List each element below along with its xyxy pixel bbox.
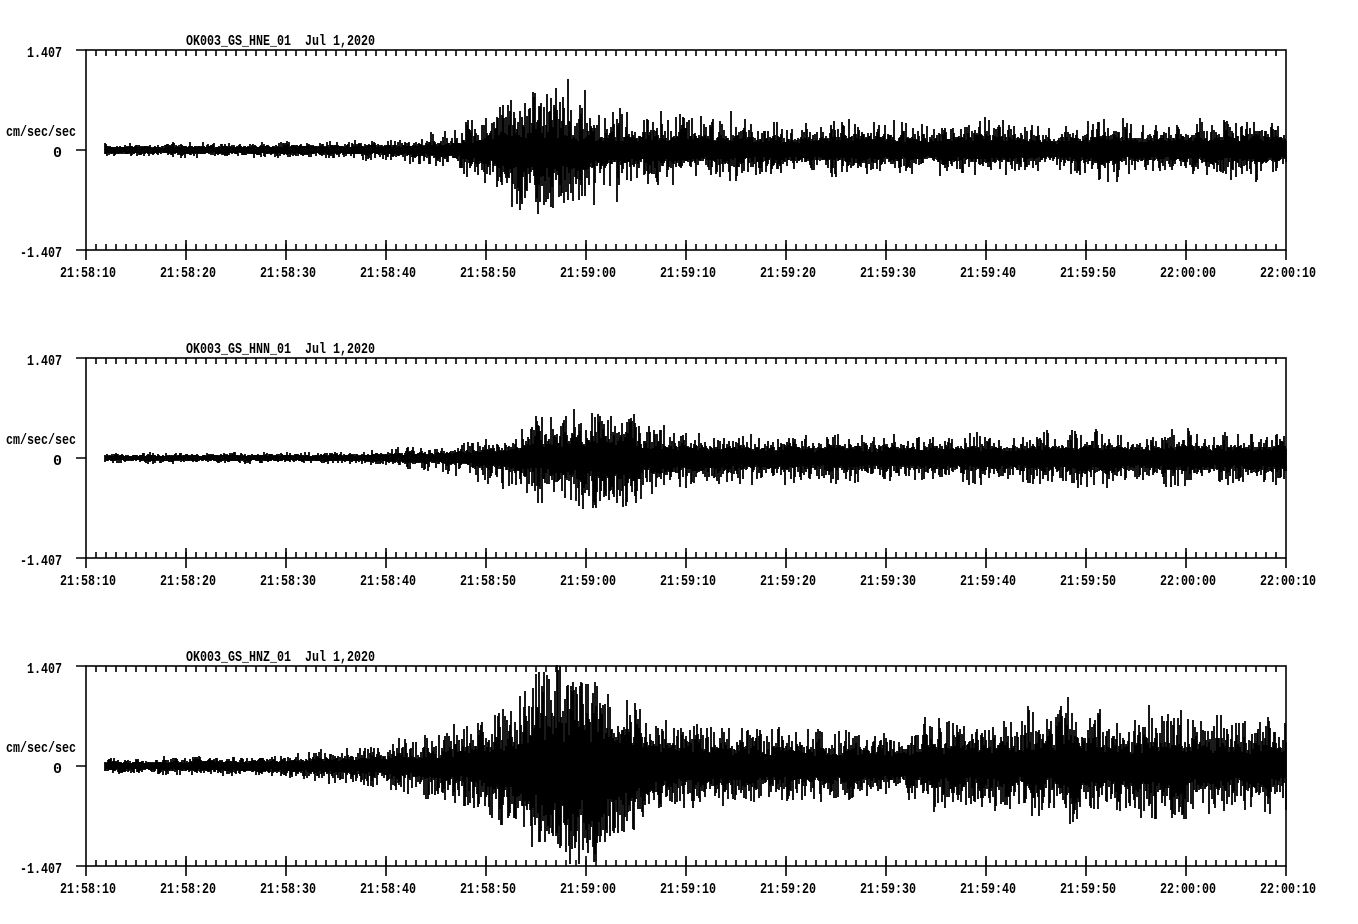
svg-text:cm/sec/sec: cm/sec/sec	[6, 432, 76, 449]
svg-text:21:58:30: 21:58:30	[260, 573, 316, 590]
svg-text:22:00:00: 22:00:00	[1160, 265, 1216, 282]
svg-text:22:00:10: 22:00:10	[1260, 265, 1316, 282]
svg-text:22:00:00: 22:00:00	[1160, 881, 1216, 898]
svg-text:OK003_GS_HNZ_01: OK003_GS_HNZ_01	[186, 649, 291, 666]
svg-text:21:58:40: 21:58:40	[360, 573, 416, 590]
svg-text:21:58:40: 21:58:40	[360, 265, 416, 282]
svg-text:Jul 1,2020: Jul 1,2020	[305, 341, 375, 358]
svg-text:-1.407: -1.407	[20, 245, 62, 262]
svg-text:21:59:00: 21:59:00	[560, 573, 616, 590]
svg-text:-1.407: -1.407	[20, 861, 62, 878]
svg-text:cm/sec/sec: cm/sec/sec	[6, 124, 76, 141]
svg-text:21:59:40: 21:59:40	[960, 265, 1016, 282]
svg-text:Jul 1,2020: Jul 1,2020	[305, 649, 375, 666]
svg-text:1.407: 1.407	[27, 661, 62, 678]
svg-text:21:58:10: 21:58:10	[60, 573, 116, 590]
svg-text:21:59:20: 21:59:20	[760, 573, 816, 590]
svg-text:21:58:50: 21:58:50	[460, 265, 516, 282]
svg-text:cm/sec/sec: cm/sec/sec	[6, 740, 76, 757]
svg-text:0: 0	[53, 145, 62, 162]
svg-text:21:58:20: 21:58:20	[160, 881, 216, 898]
svg-text:21:59:40: 21:59:40	[960, 573, 1016, 590]
svg-text:1.407: 1.407	[27, 353, 62, 370]
svg-text:OK003_GS_HNE_01: OK003_GS_HNE_01	[186, 33, 291, 50]
svg-text:21:59:00: 21:59:00	[560, 265, 616, 282]
svg-text:21:59:20: 21:59:20	[760, 881, 816, 898]
svg-text:22:00:10: 22:00:10	[1260, 573, 1316, 590]
svg-text:21:59:10: 21:59:10	[660, 265, 716, 282]
svg-text:21:59:10: 21:59:10	[660, 881, 716, 898]
svg-text:0: 0	[53, 453, 62, 470]
svg-text:21:58:50: 21:58:50	[460, 573, 516, 590]
svg-text:21:59:00: 21:59:00	[560, 881, 616, 898]
svg-text:21:59:30: 21:59:30	[860, 573, 916, 590]
svg-text:21:58:30: 21:58:30	[260, 265, 316, 282]
svg-text:21:58:20: 21:58:20	[160, 265, 216, 282]
svg-text:21:59:50: 21:59:50	[1060, 573, 1116, 590]
svg-text:21:58:10: 21:58:10	[60, 881, 116, 898]
svg-text:21:59:30: 21:59:30	[860, 881, 916, 898]
svg-text:21:59:20: 21:59:20	[760, 265, 816, 282]
svg-text:22:00:10: 22:00:10	[1260, 881, 1316, 898]
svg-text:21:58:40: 21:58:40	[360, 881, 416, 898]
svg-text:22:00:00: 22:00:00	[1160, 573, 1216, 590]
svg-text:-1.407: -1.407	[20, 553, 62, 570]
svg-text:21:58:30: 21:58:30	[260, 881, 316, 898]
svg-text:21:59:40: 21:59:40	[960, 881, 1016, 898]
svg-text:21:59:50: 21:59:50	[1060, 265, 1116, 282]
svg-text:21:59:50: 21:59:50	[1060, 881, 1116, 898]
svg-text:0: 0	[53, 761, 62, 778]
svg-text:21:58:10: 21:58:10	[60, 265, 116, 282]
svg-text:1.407: 1.407	[27, 45, 62, 62]
svg-text:Jul 1,2020: Jul 1,2020	[305, 33, 375, 50]
svg-text:21:59:10: 21:59:10	[660, 573, 716, 590]
svg-text:21:58:20: 21:58:20	[160, 573, 216, 590]
svg-text:21:58:50: 21:58:50	[460, 881, 516, 898]
svg-text:OK003_GS_HNN_01: OK003_GS_HNN_01	[186, 341, 291, 358]
svg-text:21:59:30: 21:59:30	[860, 265, 916, 282]
